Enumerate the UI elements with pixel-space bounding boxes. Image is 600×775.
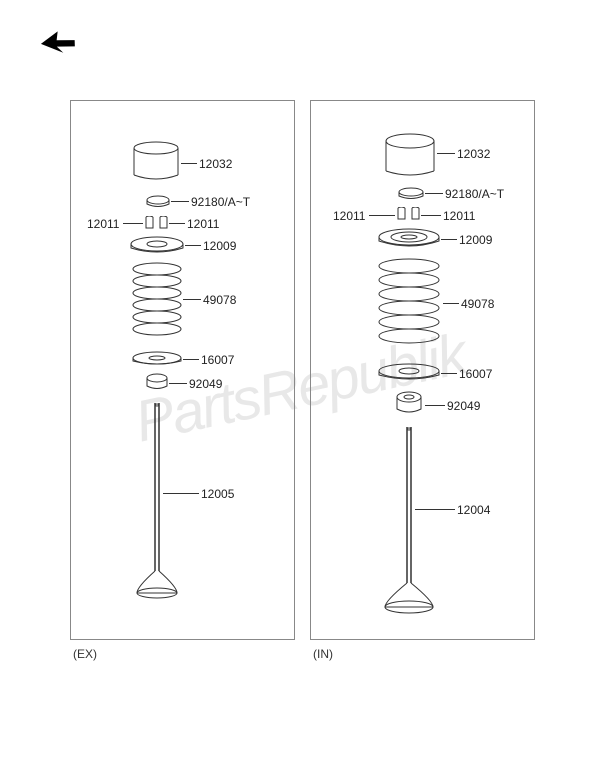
label-valve-ex: 12005 [201,487,234,501]
label-tappet-in: 12032 [457,147,490,161]
label-spring-in: 49078 [461,297,494,311]
panel-label-in: (IN) [313,647,333,661]
panel-in: (IN) 12032 92180/A~T 12011 12011 12009 [310,100,535,640]
part-collet-l-ex [145,216,155,230]
part-valve-in [381,425,437,615]
label-seal-ex: 92049 [189,377,222,391]
part-spring-in [375,257,443,351]
part-spring-ex [129,261,185,341]
label-collet-r-ex: 12011 [187,217,219,231]
label-seal-in: 92049 [447,399,480,413]
label-retainer-in: 12009 [459,233,492,247]
label-shim-in: 92180/A~T [445,187,504,201]
part-collet-r-ex [159,216,169,230]
nav-arrow-icon [40,30,80,60]
label-retainer-ex: 12009 [203,239,236,253]
part-seal-in [393,391,425,415]
part-seat-ex [131,351,183,367]
label-valve-in: 12004 [457,503,490,517]
part-tappet-in [383,133,437,179]
label-spring-ex: 49078 [203,293,236,307]
part-shim-in [397,187,425,201]
part-collet-r-in [411,207,421,221]
label-tappet-ex: 12032 [199,157,232,171]
label-collet-l-ex: 12011 [87,217,119,231]
part-tappet-ex [131,141,181,183]
part-valve-ex [133,401,181,601]
part-seal-ex [145,373,169,391]
part-retainer-in [377,227,441,251]
part-seat-in [377,363,441,383]
panel-label-ex: (EX) [73,647,97,661]
label-seat-ex: 16007 [201,353,234,367]
part-collet-l-in [397,207,407,221]
label-shim-ex: 92180/A~T [191,195,250,209]
label-collet-l-in: 12011 [333,209,365,223]
part-retainer-ex [129,236,185,256]
label-collet-r-in: 12011 [443,209,475,223]
panel-ex: (EX) 12032 92180/A~T 12011 12011 12009 [70,100,295,640]
label-seat-in: 16007 [459,367,492,381]
part-shim-ex [145,195,171,209]
